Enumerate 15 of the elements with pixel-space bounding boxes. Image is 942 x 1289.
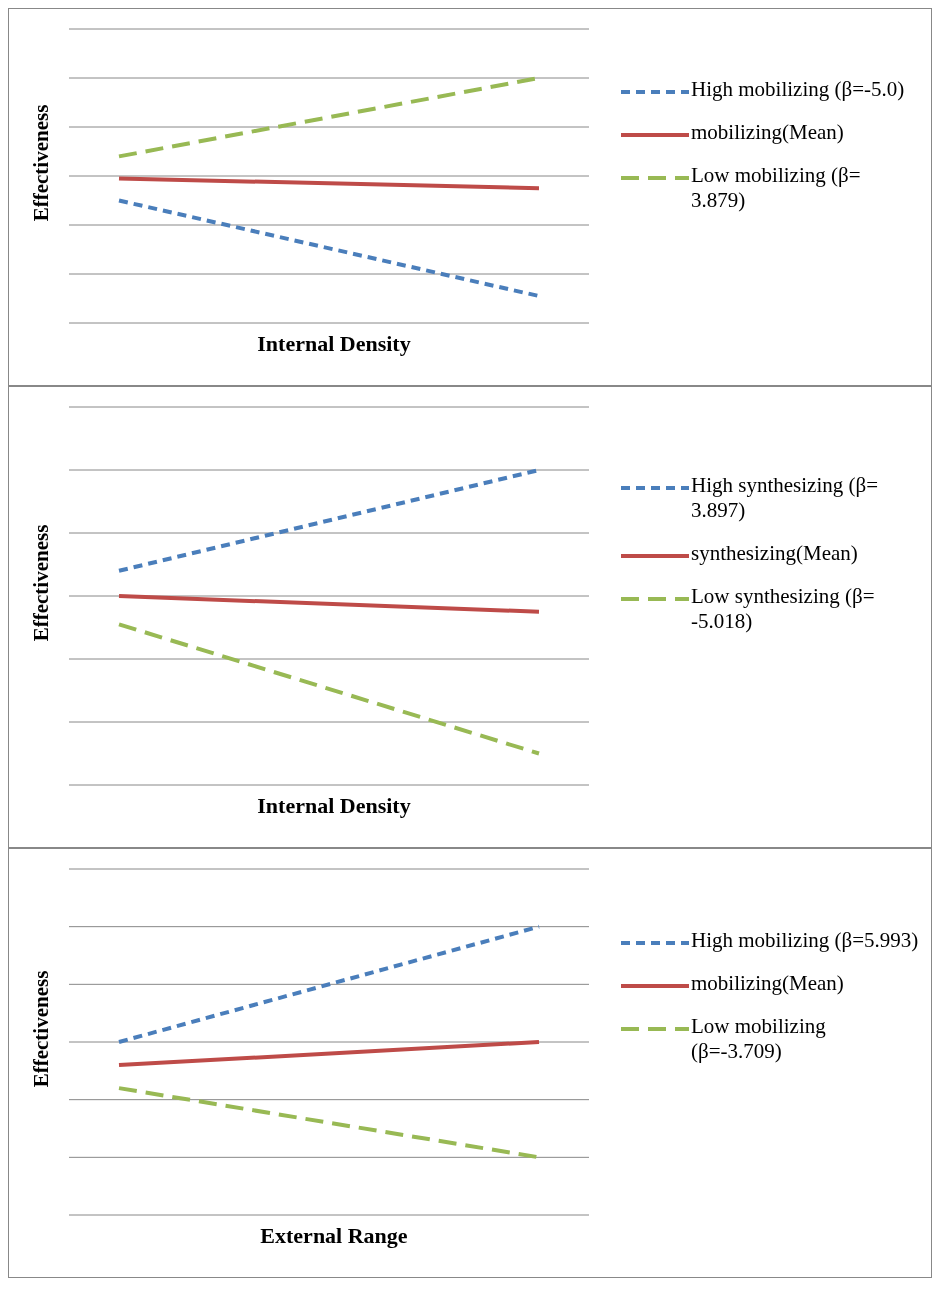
legend-label: High mobilizing (β=-5.0) (691, 76, 905, 102)
y-axis-title: Effectiveness (28, 104, 54, 222)
legend-label: Low mobilizing (β= 3.879) (691, 162, 862, 213)
x-axis-title: Internal Density (256, 793, 412, 819)
y-axis-title: Effectiveness (28, 524, 54, 642)
x-axis-title: Internal Density (256, 331, 412, 357)
legend-label: High synthesizing (β= 3.897) (691, 473, 879, 524)
x-axis-title: External Range (259, 1223, 409, 1249)
legend-label: synthesizing(Mean) (691, 541, 858, 567)
legend-label: Low synthesizing (β= -5.018) (691, 584, 876, 635)
legend-label: mobilizing(Mean) (691, 971, 844, 997)
legend-label: High mobilizing (β=5.993) (691, 928, 919, 954)
y-axis-title: Effectiveness (28, 970, 54, 1088)
legend-label: Low mobilizing (β=-3.709) (691, 1014, 827, 1065)
legend-label: mobilizing(Mean) (691, 119, 844, 145)
